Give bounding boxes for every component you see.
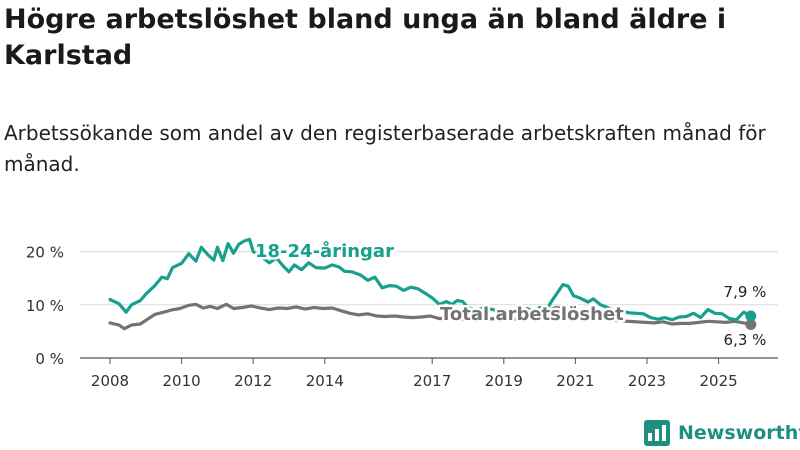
x-tick-label: 2021 — [556, 372, 594, 390]
y-tick-label: 0 % — [35, 350, 64, 368]
series-line-youth — [108, 237, 753, 322]
x-tick-label: 2017 — [413, 372, 451, 390]
label-layer: 18-24-åringar Total arbetslöshet 7,9 % 6,3 … — [253, 238, 769, 352]
x-tick-label: 2014 — [306, 372, 344, 390]
end-value-label-total: 6,3 % — [724, 331, 767, 349]
end-value-label-youth: 7,9 % — [724, 283, 767, 301]
newsworthy-logo-icon — [644, 420, 670, 446]
series-line-total — [108, 302, 753, 331]
chart-subtitle: Arbetssökande som andel av den registerb… — [4, 121, 766, 176]
x-tick-label: 2008 — [91, 372, 129, 390]
end-point-total — [745, 318, 757, 330]
x-tick-label: 2023 — [628, 372, 666, 390]
x-tick-label: 2025 — [700, 372, 738, 390]
series-layer — [108, 237, 757, 331]
brand[interactable]: Newsworthy — [644, 418, 800, 448]
y-tick-label: 10 % — [26, 297, 64, 315]
x-axis: 2008 2010 2012 2014 2017 2019 2021 2023 2025 — [91, 358, 738, 390]
y-tick-label: 20 % — [26, 244, 64, 262]
x-tick-label: 2012 — [234, 372, 272, 390]
grid-layer: 0 % 10 % 20 % — [26, 244, 778, 368]
series-label-total: Total arbetslöshet — [440, 304, 624, 325]
line-chart: 0 % 10 % 20 % 2008 2010 2012 2014 2017 2019 2021… — [26, 237, 778, 390]
end-point-youth — [745, 310, 757, 322]
brand-name: Newsworthy — [678, 422, 800, 444]
chart-title: Högre arbetslöshet bland unga än bland ä… — [4, 4, 727, 71]
series-label-youth: 18-24-åringar — [255, 240, 394, 262]
x-tick-label: 2010 — [163, 372, 201, 390]
x-tick-label: 2019 — [485, 372, 523, 390]
